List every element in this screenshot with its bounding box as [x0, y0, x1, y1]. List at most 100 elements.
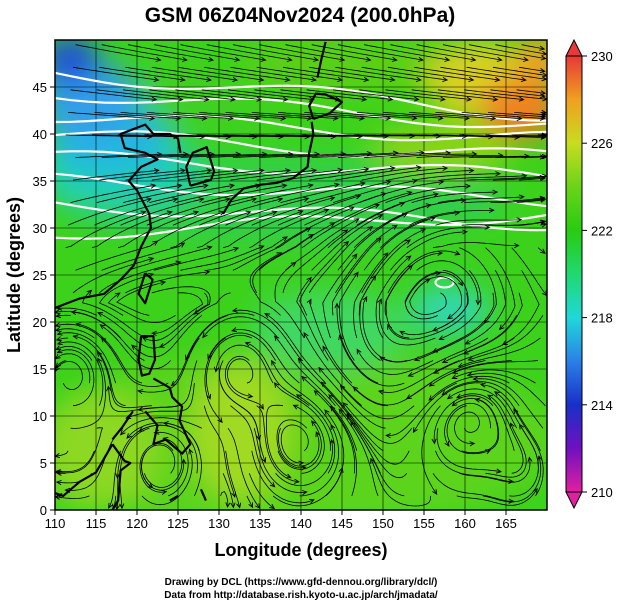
streamline-arrow	[433, 368, 440, 374]
streamline-arrow	[513, 408, 519, 414]
streamline	[280, 89, 367, 100]
streamline	[55, 323, 119, 361]
streamline	[454, 411, 480, 445]
streamline-arrow	[185, 354, 190, 361]
streamline	[227, 184, 313, 203]
streamline	[338, 409, 379, 497]
streamline-arrow	[540, 90, 547, 96]
y-tick-label: 45	[33, 80, 47, 95]
streamline-arrow	[271, 210, 278, 216]
streamline	[440, 175, 527, 181]
streamline	[467, 372, 546, 406]
streamline	[387, 170, 474, 181]
streamline-arrow	[176, 183, 183, 189]
streamline	[337, 152, 424, 158]
colorbar-tick-label: 226	[591, 136, 613, 151]
streamline	[375, 255, 411, 339]
streamline	[259, 153, 346, 158]
streamline-arrow	[119, 429, 126, 436]
streamline-arrow	[329, 196, 336, 202]
streamline-arrow	[64, 487, 71, 493]
colorbar-min-arrow	[565, 491, 583, 510]
streamline	[55, 360, 83, 391]
streamline	[180, 245, 264, 271]
y-tick-label: 15	[33, 362, 47, 377]
streamline-arrow	[303, 196, 310, 202]
streamline-arrow	[466, 372, 473, 378]
contour-line	[55, 97, 547, 129]
streamline-arrow	[305, 227, 312, 233]
streamline-arrow	[415, 165, 422, 171]
streamline	[117, 211, 199, 249]
streamline	[56, 450, 95, 473]
streamline	[363, 217, 436, 271]
streamline	[282, 168, 369, 181]
streamline-arrow	[158, 343, 165, 348]
streamline	[127, 44, 214, 61]
streamline	[342, 402, 413, 444]
streamline-arrow	[399, 201, 406, 207]
streamline-arrow	[479, 382, 486, 388]
streamline	[206, 334, 252, 399]
streamline-arrow	[198, 197, 205, 203]
streamline	[390, 44, 476, 61]
streamline	[264, 313, 326, 384]
streamline	[516, 199, 546, 203]
streamline-arrow	[148, 257, 155, 262]
streamline-arrow	[387, 323, 392, 330]
streamline-arrow	[181, 458, 187, 465]
streamline	[251, 197, 335, 226]
streamline	[256, 405, 299, 483]
streamline-arrow	[484, 224, 491, 230]
streamline-arrow	[56, 348, 63, 354]
streamline-arrow	[447, 314, 453, 320]
streamline	[225, 112, 312, 119]
streamline	[232, 227, 311, 271]
streamline	[232, 44, 319, 61]
streamline-arrow	[206, 245, 213, 251]
streamline	[339, 272, 359, 361]
streamline-arrow	[308, 498, 315, 504]
streamline-arrow	[359, 181, 366, 187]
streamline-arrow	[472, 376, 479, 382]
x-tick-label: 130	[208, 516, 230, 531]
streamline	[99, 66, 185, 81]
streamline-arrow	[204, 269, 211, 275]
streamline	[361, 66, 448, 81]
streamline-arrow	[377, 298, 382, 305]
colorbar-tick-label: 230	[591, 49, 613, 64]
streamline	[308, 226, 373, 294]
streamline	[435, 219, 522, 226]
streamline-arrow	[348, 206, 355, 212]
streamline	[249, 252, 282, 316]
streamline-arrow	[405, 239, 411, 245]
streamline	[421, 405, 441, 495]
streamline-arrow	[153, 76, 160, 83]
streamline	[224, 355, 264, 410]
streamline-arrow	[353, 218, 360, 224]
credit-drawing: Drawing by DCL (https://www.gfd-dennou.o…	[165, 577, 438, 588]
streamline-arrow	[55, 470, 61, 476]
streamline-arrow	[339, 384, 346, 391]
streamline-arrow	[179, 76, 186, 83]
streamline	[138, 337, 200, 393]
streamline	[75, 153, 162, 158]
colorbar-tick-label: 214	[591, 398, 613, 413]
streamline	[142, 292, 209, 342]
streamline-arrow	[180, 168, 187, 174]
streamline	[125, 271, 210, 294]
streamline-arrow	[333, 182, 340, 188]
y-tick-label: 30	[33, 221, 47, 236]
streamline	[220, 490, 229, 508]
streamline-arrow	[495, 171, 502, 177]
streamline	[516, 89, 546, 94]
streamline-arrow	[236, 502, 242, 509]
streamline	[120, 417, 202, 435]
streamline-arrow	[428, 395, 435, 401]
streamline-arrow	[340, 151, 347, 157]
streamline-arrow	[188, 448, 194, 455]
streamline-arrow	[96, 350, 103, 357]
streamline	[469, 44, 546, 59]
streamline-arrow	[516, 217, 523, 223]
streamline	[416, 44, 502, 61]
